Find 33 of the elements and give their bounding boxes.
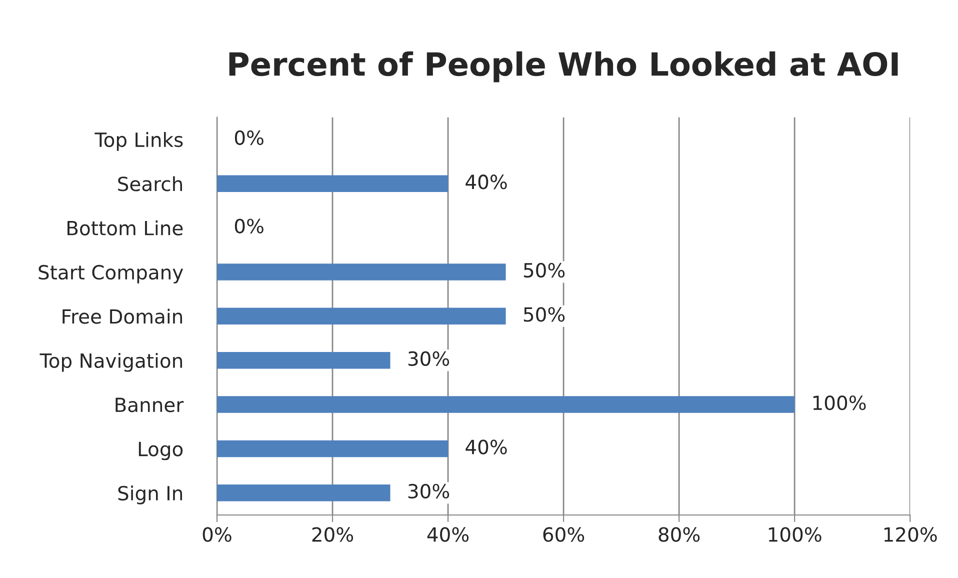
bar bbox=[216, 352, 390, 369]
x-tick-label: 60% bbox=[543, 527, 584, 542]
data-label: 0% bbox=[234, 130, 264, 146]
x-tick-label: 20% bbox=[312, 527, 354, 542]
data-label: 40% bbox=[466, 174, 507, 190]
y-tick-label: Banner bbox=[116, 398, 184, 412]
y-tick-label: Top Navigation bbox=[40, 352, 182, 372]
bar bbox=[216, 308, 506, 325]
data-label: 30% bbox=[408, 351, 450, 366]
bar bbox=[216, 440, 448, 458]
data-label: 0% bbox=[234, 218, 264, 234]
y-tick-label: Bottom Line bbox=[68, 220, 183, 236]
bar bbox=[216, 484, 390, 502]
chart-title: Percent of People Who Looked at AOI bbox=[229, 51, 898, 82]
x-tick-label: 100% bbox=[768, 527, 822, 542]
x-tick-label: 80% bbox=[658, 527, 700, 542]
y-tick-label: Top Links bbox=[94, 132, 183, 151]
x-tick-label: 0% bbox=[202, 527, 232, 542]
bar bbox=[216, 396, 795, 413]
bar bbox=[216, 264, 506, 280]
data-label: 30% bbox=[408, 484, 450, 499]
y-tick-label: Logo bbox=[138, 442, 183, 460]
x-tick-label: 120% bbox=[884, 527, 937, 542]
data-label: 100% bbox=[813, 395, 866, 410]
y-tick-label: Search bbox=[118, 176, 182, 192]
y-tick-label: Free Domain bbox=[62, 308, 182, 324]
bar bbox=[216, 175, 448, 192]
data-label: 50% bbox=[524, 262, 565, 278]
data-label: 40% bbox=[466, 440, 507, 454]
data-label: 50% bbox=[524, 307, 565, 322]
x-tick-label: 40% bbox=[427, 527, 469, 542]
y-tick-label: Sign In bbox=[118, 486, 182, 504]
y-tick-label: Start Company bbox=[38, 264, 184, 284]
